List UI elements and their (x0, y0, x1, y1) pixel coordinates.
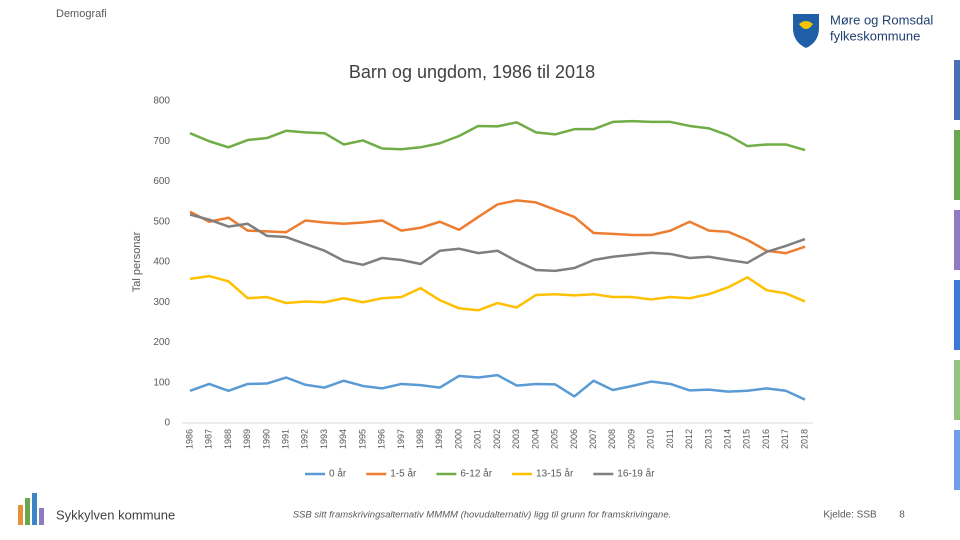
x-tick-label: 2004 (530, 429, 540, 449)
legend-label: 1-5 år (390, 468, 417, 480)
x-tick-label: 2016 (761, 429, 771, 449)
x-tick-label: 2007 (588, 429, 598, 449)
x-tick-label: 1988 (223, 429, 233, 449)
stripe (954, 130, 960, 200)
logo-bar (18, 505, 23, 525)
x-tick-label: 1992 (300, 429, 310, 449)
source: Kjelde: SSB (823, 510, 877, 521)
x-tick-label: 2013 (703, 429, 713, 449)
y-axis-label: Tal personar (131, 231, 143, 292)
series-line (189, 213, 806, 273)
x-tick-label: 1986 (184, 429, 194, 449)
x-tick-label: 2009 (626, 429, 636, 449)
stripe (954, 280, 960, 350)
x-tick-label: 2015 (742, 429, 752, 449)
logo-emblem (799, 21, 813, 29)
page-number: 8 (899, 510, 905, 521)
x-tick-label: 2017 (780, 429, 790, 449)
stripe (954, 60, 960, 120)
series-line (189, 119, 806, 152)
logo-bar (25, 498, 30, 525)
x-tick-label: 1989 (242, 429, 252, 449)
y-tick-label: 100 (153, 377, 170, 388)
y-tick-label: 0 (164, 418, 170, 429)
logo-text: Møre og Romsdal (830, 12, 933, 27)
x-tick-label: 2006 (569, 429, 579, 449)
footnote: SSB sitt framskrivingsalternativ MMMM (h… (293, 510, 672, 521)
municipality: Sykkylven kommune (56, 507, 175, 522)
x-tick-label: 2014 (723, 429, 733, 449)
x-tick-label: 2010 (646, 429, 656, 449)
y-tick-label: 400 (153, 257, 170, 268)
section-label: Demografi (56, 8, 107, 20)
x-tick-label: 1991 (280, 429, 290, 449)
municipality-logo (18, 493, 44, 525)
x-tick-label: 1994 (338, 429, 348, 449)
x-tick-label: 2003 (511, 429, 521, 449)
x-tick-label: 2012 (684, 429, 694, 449)
series-line (189, 373, 806, 401)
legend-label: 6-12 år (460, 468, 492, 480)
series-line (189, 274, 806, 312)
legend-label: 13-15 år (536, 468, 574, 480)
stripe (954, 210, 960, 270)
x-tick-label: 1998 (415, 429, 425, 449)
series-line (189, 199, 806, 255)
legend-label: 0 år (329, 468, 347, 480)
logo-text: fylkeskommune (830, 28, 920, 43)
y-tick-label: 800 (153, 96, 170, 107)
y-tick-label: 300 (153, 297, 170, 308)
x-tick-label: 2002 (492, 429, 502, 449)
x-tick-label: 1993 (319, 429, 329, 449)
stripe (954, 430, 960, 490)
x-tick-label: 1996 (377, 429, 387, 449)
y-tick-label: 600 (153, 176, 170, 187)
x-tick-label: 2018 (799, 429, 809, 449)
y-tick-label: 200 (153, 337, 170, 348)
logo-bar (39, 508, 44, 525)
logo-bar (32, 493, 37, 525)
legend-label: 16-19 år (617, 468, 655, 480)
x-tick-label: 2001 (473, 429, 483, 449)
x-tick-label: 2008 (607, 429, 617, 449)
edge-stripes (954, 60, 960, 490)
x-tick-label: 1987 (204, 429, 214, 449)
x-tick-label: 1995 (357, 429, 367, 449)
x-tick-label: 2011 (665, 429, 675, 448)
x-tick-label: 2000 (453, 429, 463, 449)
y-tick-label: 500 (153, 216, 170, 227)
x-tick-label: 1990 (261, 429, 271, 449)
x-tick-label: 2005 (550, 429, 560, 449)
x-tick-label: 1999 (434, 429, 444, 449)
logo-shield (793, 14, 819, 48)
stripe (954, 360, 960, 420)
y-tick-label: 700 (153, 136, 170, 147)
x-tick-label: 1997 (396, 429, 406, 449)
county-logo: Møre og Romsdal fylkeskommune (793, 12, 933, 48)
chart-title: Barn og ungdom, 1986 til 2018 (349, 62, 595, 82)
